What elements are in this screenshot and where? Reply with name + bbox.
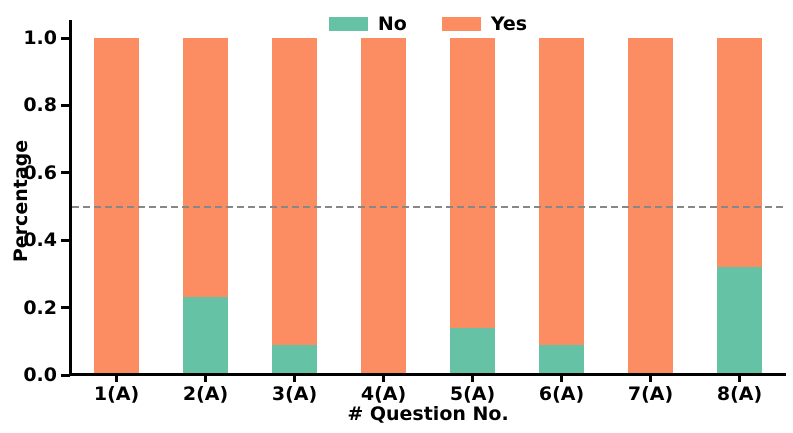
y-tick-label: 0.4 — [23, 229, 57, 252]
y-tick-label: 0.2 — [23, 296, 57, 319]
x-tick-label: 1(A) — [93, 383, 140, 405]
y-tick-mark — [61, 306, 70, 310]
x-tick-mark — [738, 376, 741, 382]
x-tick-mark — [204, 376, 207, 382]
bar-segment-no-6(A) — [539, 344, 584, 375]
y-tick-mark — [61, 36, 70, 40]
legend-swatch-yes-icon — [441, 16, 481, 31]
x-tick-mark — [471, 376, 474, 382]
x-tick-mark — [649, 376, 652, 382]
bar-segment-no-8(A) — [717, 267, 762, 375]
x-tick-mark — [115, 376, 118, 382]
x-tick-label: 7(A) — [627, 383, 674, 405]
y-tick-label: 0.6 — [23, 161, 57, 184]
y-tick-label: 1.0 — [23, 27, 57, 49]
bar-segment-yes-8(A) — [717, 38, 762, 268]
y-tick-mark — [61, 103, 70, 107]
x-tick-label: 3(A) — [271, 383, 318, 405]
bar-segment-yes-3(A) — [272, 38, 317, 345]
x-tick-mark — [293, 376, 296, 382]
x-tick-mark — [560, 376, 563, 382]
reference-line-half — [72, 205, 784, 208]
y-tick-mark — [61, 238, 70, 242]
bar-segment-yes-2(A) — [183, 38, 228, 298]
x-tick-label: 6(A) — [538, 383, 585, 405]
y-tick-label: 0.0 — [23, 364, 57, 386]
y-axis-line — [69, 20, 72, 376]
x-tick-label: 2(A) — [182, 383, 229, 405]
x-tick-label: 8(A) — [716, 383, 763, 405]
bar-segment-yes-5(A) — [450, 38, 495, 328]
x-axis-line — [69, 373, 786, 376]
bar-segment-no-5(A) — [450, 327, 495, 375]
x-tick-label: 5(A) — [449, 383, 496, 405]
x-tick-label: 4(A) — [360, 383, 407, 405]
bar-segment-no-3(A) — [272, 344, 317, 375]
legend-item-yes: Yes — [441, 12, 528, 35]
bar-segment-yes-6(A) — [539, 38, 584, 345]
legend-label-no: No — [377, 12, 407, 35]
x-tick-mark — [382, 376, 385, 382]
legend-swatch-no-icon — [328, 16, 368, 31]
legend-label-yes: Yes — [490, 12, 528, 35]
y-tick-mark — [61, 373, 70, 377]
x-axis-label: # Question No. — [347, 403, 509, 425]
legend-item-no: No — [328, 12, 407, 35]
y-tick-mark — [61, 171, 70, 175]
y-tick-label: 0.8 — [23, 94, 57, 117]
chart-legend: No Yes — [72, 10, 784, 37]
bar-segment-no-2(A) — [183, 297, 228, 375]
